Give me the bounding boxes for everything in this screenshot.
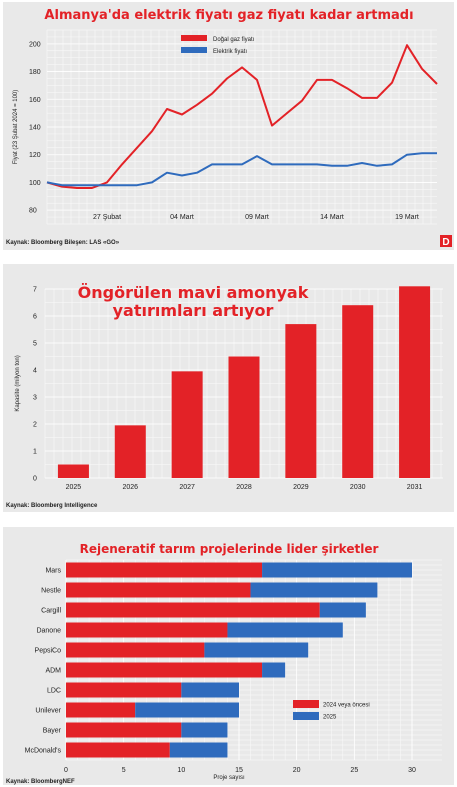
legend-label: Doğal gaz fiyatı [213, 37, 255, 43]
y-tick-label: 140 [29, 125, 41, 132]
bar-pepsico-pre2024 [66, 642, 205, 658]
chart-title: Almanya'da elektrik fiyatı gaz fiyatı ka… [44, 8, 413, 23]
category-label: PepsiCo [35, 648, 62, 655]
x-tick-label: 04 Mart [170, 214, 194, 221]
legend-label: Elektrik fiyatı [213, 49, 247, 55]
y-tick-label: 6 [33, 314, 37, 321]
chart-title-line: Öngörülen mavi amonyak [78, 283, 309, 302]
bar-bayer-2025 [181, 722, 228, 738]
bar-unilever-2025 [135, 702, 239, 718]
bar-danone-pre2024 [66, 622, 228, 638]
y-tick-label: 1 [33, 449, 37, 456]
bar-mcdonalds-pre2024 [66, 742, 170, 758]
logo-letter: D [442, 237, 449, 248]
x-tick-label: 2028 [236, 484, 252, 491]
y-tick-label: 5 [33, 341, 37, 348]
bar-bayer-pre2024 [66, 722, 182, 738]
bar-2026 [114, 425, 146, 478]
y-tick-label: 7 [33, 287, 37, 294]
bar-mars-pre2024 [66, 562, 263, 578]
series-line-gas [46, 44, 438, 189]
bar-cargill-pre2024 [66, 602, 320, 618]
x-tick-label: 09 Mart [245, 214, 269, 221]
y-tick-label: 160 [29, 97, 41, 104]
bar-ldc-pre2024 [66, 682, 182, 698]
y-tick-label: 0 [33, 476, 37, 483]
x-tick-label: 10 [177, 767, 185, 774]
bar-2028 [228, 356, 260, 478]
chart-title: Rejeneratif tarım projelerinde lider şir… [80, 542, 379, 556]
legend-label: 2024 veya öncesi [323, 703, 370, 709]
x-tick-label: 14 Mart [320, 214, 344, 221]
x-axis-label: Proje sayısı [213, 775, 245, 781]
bar-ldc-2025 [181, 682, 239, 698]
legend-swatch [293, 700, 319, 708]
y-tick-label: 200 [29, 41, 41, 48]
bar-2030 [342, 305, 374, 478]
y-axis-label: Fiyat (23 Şubat 2024 = 100) [13, 90, 19, 165]
bar-2027 [171, 371, 203, 478]
category-label: Bayer [43, 728, 62, 735]
gas-electricity-line-chart: Almanya'da elektrik fiyatı gaz fiyatı ka… [6, 8, 452, 248]
category-label: Nestle [41, 588, 61, 595]
category-label: ADM [45, 668, 61, 675]
legend-swatch [181, 35, 207, 41]
category-label: Danone [36, 628, 61, 635]
x-tick-label: 2025 [66, 484, 82, 491]
category-label: Mars [45, 568, 61, 575]
bar-pepsico-2025 [204, 642, 309, 658]
x-tick-label: 25 [350, 767, 358, 774]
blue-ammonia-chart-panel: 0 1 2 3 4 5 6 7 Kapasite (milyon ton) 2025 2026 202… [3, 264, 454, 512]
blue-ammonia-bar-chart: 0 1 2 3 4 5 6 7 Kapasite (milyon ton) 2025 2026 202… [6, 283, 443, 509]
bar-danone-2025 [227, 622, 343, 638]
category-label: LDC [47, 688, 61, 695]
x-tick-label: 30 [408, 767, 416, 774]
source-note: Kaynak: Bloomberg Bileşen: LAS «GO» [6, 240, 120, 246]
bar-unilever-pre2024 [66, 702, 136, 718]
category-label: McDonald's [25, 748, 62, 755]
logo-box [440, 235, 452, 247]
series-line-electricity [46, 152, 437, 187]
x-tick-label: 2027 [179, 484, 195, 491]
bar-adm-2025 [262, 662, 286, 678]
y-tick-label: 80 [29, 208, 37, 215]
bar-nestle-2025 [250, 582, 378, 598]
regenerative-agriculture-bar-chart: Rejeneratif tarım projelerinde lider şir… [6, 542, 442, 785]
y-tick-label: 100 [29, 180, 41, 187]
x-tick-label: 20 [293, 767, 301, 774]
x-tick-label: 2030 [350, 484, 366, 491]
legend-swatch [181, 47, 207, 53]
chart-title-line: yatırımları artıyor [113, 301, 274, 320]
bar-2031 [399, 286, 431, 478]
y-tick-label: 120 [29, 152, 41, 159]
x-tick-label: 2029 [293, 484, 309, 491]
y-tick-label: 180 [29, 69, 41, 76]
bar-cargill-2025 [319, 602, 366, 618]
bar-mcdonalds-2025 [169, 742, 228, 758]
x-tick-label: 2026 [122, 484, 138, 491]
gas-electricity-chart-panel: Almanya'da elektrik fiyatı gaz fiyatı ka… [3, 2, 454, 250]
bar-2029 [285, 324, 317, 478]
y-axis-label: Kapasite (milyon ton) [15, 355, 21, 411]
bar-2025 [57, 464, 89, 478]
bar-mars-2025 [262, 562, 412, 578]
source-note: Kaynak: BloombergNEF [6, 779, 75, 785]
bar-nestle-pre2024 [66, 582, 251, 598]
legend-label: 2025 [323, 715, 337, 721]
category-label: Cargill [41, 608, 61, 615]
y-tick-label: 4 [33, 368, 37, 375]
y-tick-label: 3 [33, 395, 37, 402]
source-note: Kaynak: Bloomberg Intelligence [6, 503, 98, 509]
regenerative-agriculture-chart-panel: Rejeneratif tarım projelerinde lider şir… [3, 527, 454, 785]
x-tick-label: 15 [235, 767, 243, 774]
category-label: Unilever [35, 708, 61, 715]
x-tick-label: 0 [64, 767, 68, 774]
legend-swatch [293, 712, 319, 720]
y-tick-label: 2 [33, 422, 37, 429]
x-tick-label: 27 Şubat [93, 214, 121, 221]
x-tick-label: 19 Mart [395, 214, 419, 221]
x-tick-label: 2031 [407, 484, 423, 491]
x-tick-label: 5 [122, 767, 126, 774]
bar-adm-pre2024 [66, 662, 263, 678]
